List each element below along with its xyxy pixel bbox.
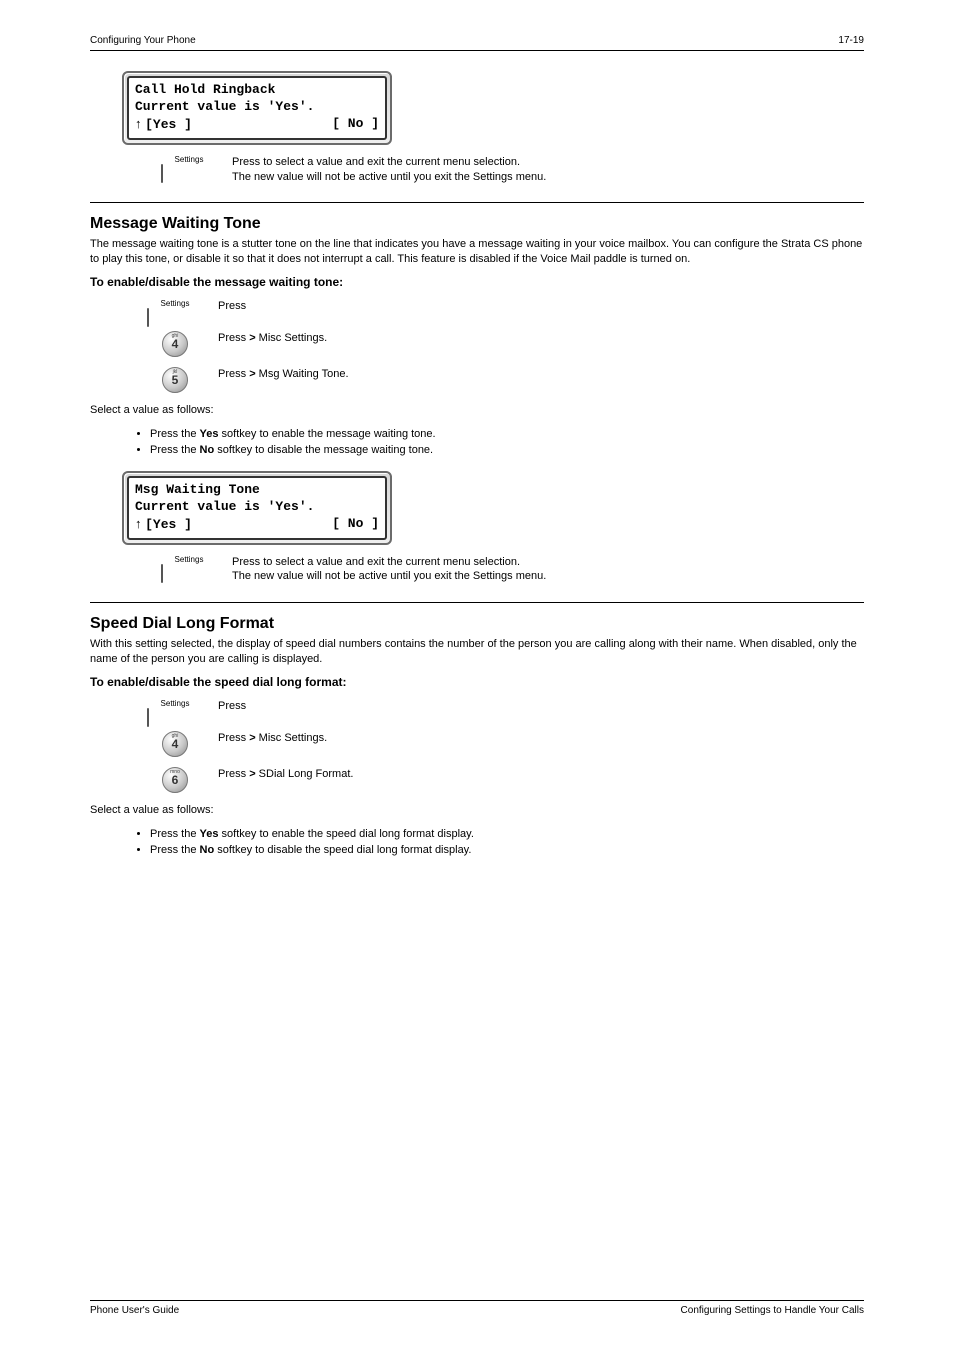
speed-step2-text: Press > Misc Settings. — [218, 731, 864, 746]
lcd-line3: ↑ [Yes ] [ No ] — [135, 516, 379, 534]
lcd-title: Call Hold Ringback — [135, 82, 379, 99]
settings-label: Settings — [147, 299, 203, 308]
msg-step3-text: Press > Msg Waiting Tone. — [218, 367, 864, 382]
msg-step2-text: Press > Misc Settings. — [218, 331, 864, 346]
msg-tone-para: The message waiting tone is a stutter to… — [90, 237, 864, 267]
settings-label: Settings — [161, 155, 217, 164]
header-left: Configuring Your Phone — [90, 35, 196, 46]
settings-label: Settings — [147, 699, 203, 708]
lcd-line3: ↑ [Yes ] [ No ] — [135, 116, 379, 134]
settings-pill — [161, 164, 163, 183]
header-right: 17-19 — [838, 35, 864, 46]
speed-select-intro: Select a value as follows: — [90, 803, 864, 818]
lcd-yes: ↑ [Yes ] — [135, 516, 192, 534]
block-lcd2: Msg Waiting Tone Current value is 'Yes'.… — [90, 471, 864, 545]
msg-step3: jkl 5 Press > Msg Waiting Tone. — [146, 367, 864, 393]
settings-pill — [147, 308, 149, 327]
dial-key-5[interactable]: jkl 5 — [162, 367, 188, 393]
step-exit-1: Settings Press to select a value and exi… — [160, 155, 864, 185]
footer-right: Configuring Settings to Handle Your Call… — [681, 1305, 864, 1316]
lcd-yes: ↑ [Yes ] — [135, 116, 192, 134]
divider — [90, 202, 864, 203]
dial-key-letters: jkl — [173, 369, 178, 375]
block-lcd1: Call Hold Ringback Current value is 'Yes… — [90, 71, 864, 145]
dial-key-num: 6 — [172, 773, 179, 787]
divider — [90, 602, 864, 603]
lcd-inner: Msg Waiting Tone Current value is 'Yes'.… — [127, 476, 387, 540]
msg-tone-subtitle: To enable/disable the message waiting to… — [90, 275, 864, 289]
settings-button[interactable]: Settings — [147, 299, 203, 321]
speed-select-list: Press the Yes softkey to enable the spee… — [150, 826, 864, 859]
lcd-msg-waiting-tone: Msg Waiting Tone Current value is 'Yes'.… — [122, 471, 392, 545]
speed-bullet-no: Press the No softkey to disable the spee… — [150, 842, 864, 859]
dial-key-4[interactable]: ghi 4 — [162, 731, 188, 757]
lcd-status: Current value is 'Yes'. — [135, 99, 379, 116]
settings-pill — [147, 708, 149, 727]
msg-step1: Settings Press — [146, 299, 864, 321]
settings-button[interactable]: Settings — [161, 155, 217, 177]
dial-key-num: 5 — [172, 373, 179, 387]
dial-key-letters: ghi — [172, 333, 179, 339]
lcd-no: [ No ] — [332, 116, 379, 134]
dial-key-num: 4 — [172, 737, 179, 751]
speed-bullet-yes: Press the Yes softkey to enable the spee… — [150, 826, 864, 843]
settings-label: Settings — [161, 555, 217, 564]
dial-key-6[interactable]: mno 6 — [162, 767, 188, 793]
speed-subtitle: To enable/disable the speed dial long fo… — [90, 675, 864, 689]
step-exit-1-text: Press to select a value and exit the cur… — [232, 155, 864, 185]
msg-bullet-no: Press the No softkey to disable the mess… — [150, 442, 864, 459]
lcd-status: Current value is 'Yes'. — [135, 499, 379, 516]
msg-step2: ghi 4 Press > Misc Settings. — [146, 331, 864, 357]
lcd-no: [ No ] — [332, 516, 379, 534]
page-footer: Phone User's Guide Configuring Settings … — [90, 1300, 864, 1316]
settings-button[interactable]: Settings — [161, 555, 217, 577]
dial-key-num: 4 — [172, 337, 179, 351]
lcd-title: Msg Waiting Tone — [135, 482, 379, 499]
settings-pill — [161, 564, 163, 583]
section-title-speed: Speed Dial Long Format — [90, 615, 864, 633]
msg-step-exit: Settings Press to select a value and exi… — [160, 555, 864, 585]
msg-step-exit-text: Press to select a value and exit the cur… — [232, 555, 864, 585]
section-title-msg-tone: Message Waiting Tone — [90, 215, 864, 233]
msg-bullet-yes: Press the Yes softkey to enable the mess… — [150, 426, 864, 443]
speed-step3: mno 6 Press > SDial Long Format. — [146, 767, 864, 793]
lcd-call-hold-ringback: Call Hold Ringback Current value is 'Yes… — [122, 71, 392, 145]
msg-select-intro: Select a value as follows: — [90, 403, 864, 418]
dial-key-letters: mno — [170, 769, 180, 775]
msg-step1-text: Press — [218, 299, 864, 314]
lcd-inner: Call Hold Ringback Current value is 'Yes… — [127, 76, 387, 140]
speed-step3-text: Press > SDial Long Format. — [218, 767, 864, 782]
page: Configuring Your Phone 17-19 Call Hold R… — [0, 0, 954, 1351]
speed-para: With this setting selected, the display … — [90, 637, 864, 667]
dial-key-4[interactable]: ghi 4 — [162, 331, 188, 357]
speed-step1: Settings Press — [146, 699, 864, 721]
settings-button[interactable]: Settings — [147, 699, 203, 721]
speed-step1-text: Press — [218, 699, 864, 714]
footer-left: Phone User's Guide — [90, 1305, 179, 1316]
page-header: Configuring Your Phone 17-19 — [90, 35, 864, 51]
speed-step2: ghi 4 Press > Misc Settings. — [146, 731, 864, 757]
dial-key-letters: ghi — [172, 733, 179, 739]
msg-select-list: Press the Yes softkey to enable the mess… — [150, 426, 864, 459]
